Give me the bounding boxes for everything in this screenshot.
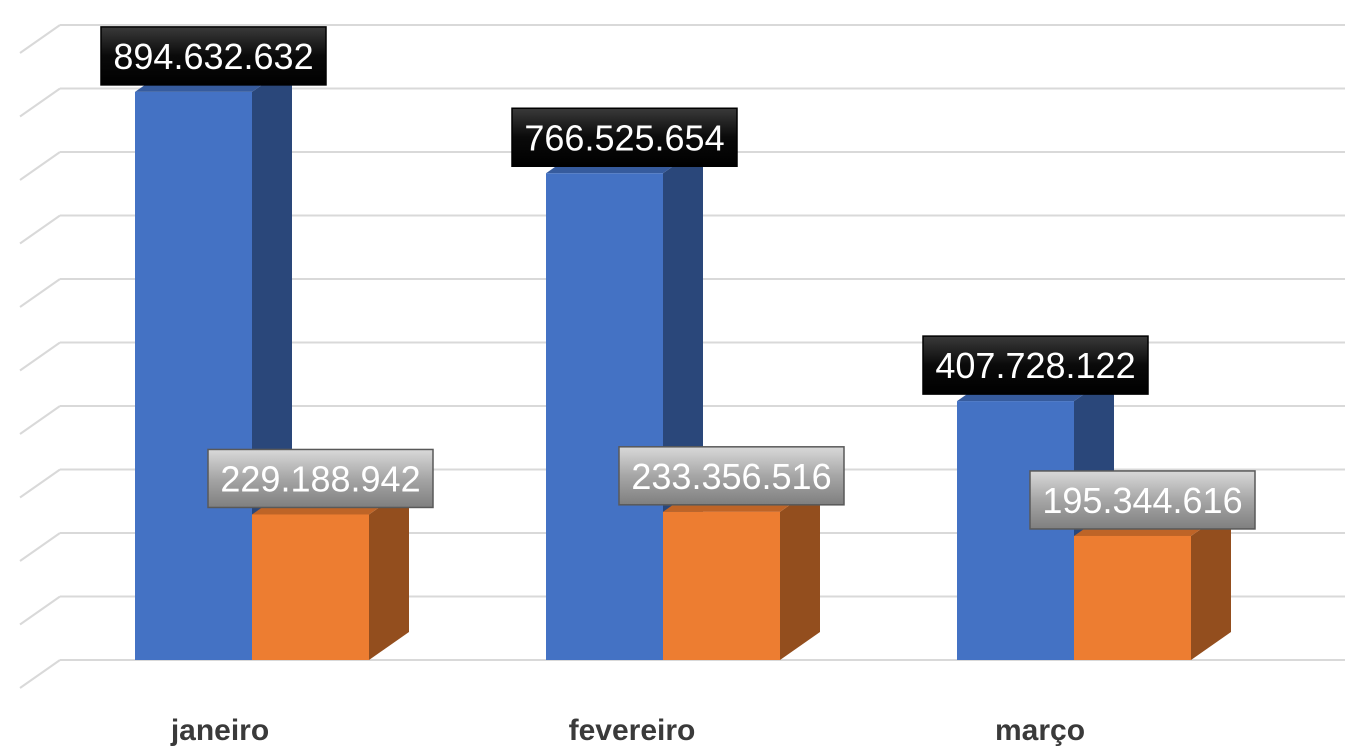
data-label: 229.188.942 — [207, 448, 434, 509]
data-label: 233.356.516 — [618, 446, 845, 506]
data-label-box — [511, 107, 738, 168]
category-label: janeiro — [170, 714, 269, 747]
bar-side — [1191, 507, 1231, 660]
gridline-depth — [19, 595, 61, 626]
gridline-depth — [19, 278, 61, 308]
gridline-depth — [19, 659, 61, 689]
data-label-text: 233.356.516 — [631, 456, 831, 497]
data-label-text: 229.188.942 — [220, 458, 420, 499]
bar-side — [780, 483, 820, 660]
bar — [663, 511, 780, 660]
bar — [1074, 535, 1191, 660]
gridline-depth — [19, 341, 61, 372]
gridline-depth — [19, 87, 61, 118]
gridline-depth — [19, 468, 61, 499]
gridline-depth — [19, 405, 61, 435]
data-label-box — [922, 335, 1149, 395]
data-label-text: 766.525.654 — [524, 117, 724, 158]
data-label: 894.632.632 — [100, 26, 327, 86]
gridline-depth — [19, 151, 61, 181]
bar-side — [369, 486, 409, 660]
data-labels: 894.632.632 229.188.942 766.525.654 233.356… — [100, 26, 1256, 530]
data-label-box — [100, 26, 327, 86]
bar — [135, 91, 252, 661]
data-label-text: 407.728.122 — [935, 345, 1135, 386]
category-label: fevereiro — [569, 714, 696, 747]
data-label-text: 195.344.616 — [1042, 480, 1242, 521]
category-label: março — [995, 714, 1085, 747]
bar — [252, 514, 369, 660]
data-label-box — [618, 446, 845, 506]
data-label: 407.728.122 — [922, 335, 1149, 395]
category-labels: janeiro fevereiro março — [170, 714, 1085, 747]
bar — [546, 173, 663, 660]
data-label: 766.525.654 — [511, 107, 738, 168]
data-label-box — [207, 448, 434, 509]
data-label-box — [1029, 470, 1256, 530]
gridline-depth — [19, 214, 61, 245]
data-label-text: 894.632.632 — [113, 36, 313, 77]
data-label: 195.344.616 — [1029, 470, 1256, 530]
gridline-depth — [19, 532, 61, 562]
bar — [957, 401, 1074, 660]
gridline-depth — [19, 24, 61, 54]
